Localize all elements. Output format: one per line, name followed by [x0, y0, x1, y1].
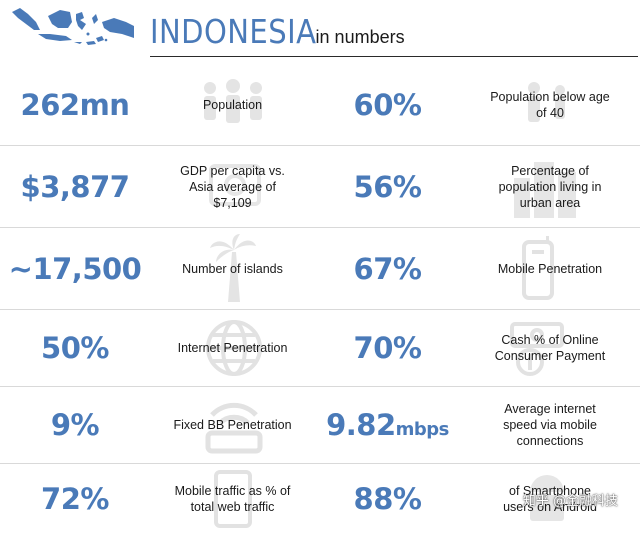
people-icon	[198, 78, 268, 128]
stats-grid: 262mn Population 60% Population below ag…	[0, 64, 640, 534]
stat-label: Mobile Penetration	[497, 261, 603, 276]
money-icon	[205, 156, 265, 214]
stat-label: Mobile traffic as % of total web traffic	[174, 484, 291, 514]
stat-label: of Smartphone users on Android	[503, 484, 597, 514]
stat-label: Average internet speed via mobile connec…	[503, 402, 597, 448]
stat-value: 88%	[353, 482, 422, 516]
stat-value: ~17,500	[8, 251, 142, 286]
page-title: INDONESIA	[150, 12, 317, 51]
palm-tree-icon	[208, 232, 258, 304]
stat-label: GDP per capita vs. Asia average of $7,10…	[180, 163, 285, 210]
stat-row: 262mn Population 60% Population below ag…	[0, 64, 640, 146]
stat-label: Population	[202, 97, 263, 112]
stat-value: 9%	[50, 408, 100, 442]
city-icon	[506, 152, 586, 220]
stat-value: 70%	[353, 331, 422, 365]
stat-value: 60%	[353, 87, 422, 122]
stat-label: Cash % of Online Consumer Payment	[494, 333, 606, 363]
header: INDONESIA in numbers	[0, 0, 640, 62]
tablet-icon	[212, 468, 254, 530]
stat-row: 9% Fixed BB Penetration 9.82mbps Average…	[0, 387, 640, 464]
title-group: INDONESIA in numbers	[150, 12, 405, 51]
stat-label: Number of islands	[182, 261, 283, 276]
cash-icon	[508, 318, 568, 378]
stat-value: 72%	[41, 482, 109, 516]
stat-value: 262mn	[20, 87, 130, 122]
stat-label: Fixed BB Penetration	[173, 418, 292, 432]
stat-value: 67%	[353, 251, 422, 286]
watermark: 知乎 @金融科技	[522, 494, 618, 509]
stat-value: 50%	[41, 331, 109, 365]
mobile-phone-icon	[520, 236, 556, 302]
stat-label: Percentage of population living in urban…	[498, 163, 602, 210]
stat-label: Internet Penetration	[177, 341, 288, 355]
speed-unit: mbps	[395, 419, 450, 440]
stat-row: 50% Internet Penetration 70% Cash % of O…	[0, 310, 640, 387]
stat-value: 9.82mbps	[326, 408, 449, 442]
stat-label: Population below age of 40	[490, 89, 610, 120]
stat-row: ~17,500 Number of islands 67% Mobile Pe	[0, 228, 640, 310]
speed-number: 9.82	[326, 408, 396, 442]
header-divider	[150, 56, 638, 57]
indonesia-map-icon	[12, 8, 134, 45]
stat-row: $3,877 GDP per capita vs. Asia average o…	[0, 146, 640, 228]
page-subtitle: in numbers	[315, 27, 405, 47]
stat-row: 72% Mobile traffic as % of total web tra…	[0, 464, 640, 534]
wifi-router-icon	[202, 393, 266, 457]
globe-icon	[204, 318, 264, 378]
android-icon	[522, 470, 572, 528]
stat-value: 56%	[353, 169, 422, 204]
stat-value: $3,877	[20, 169, 130, 204]
young-people-icon	[518, 80, 578, 128]
